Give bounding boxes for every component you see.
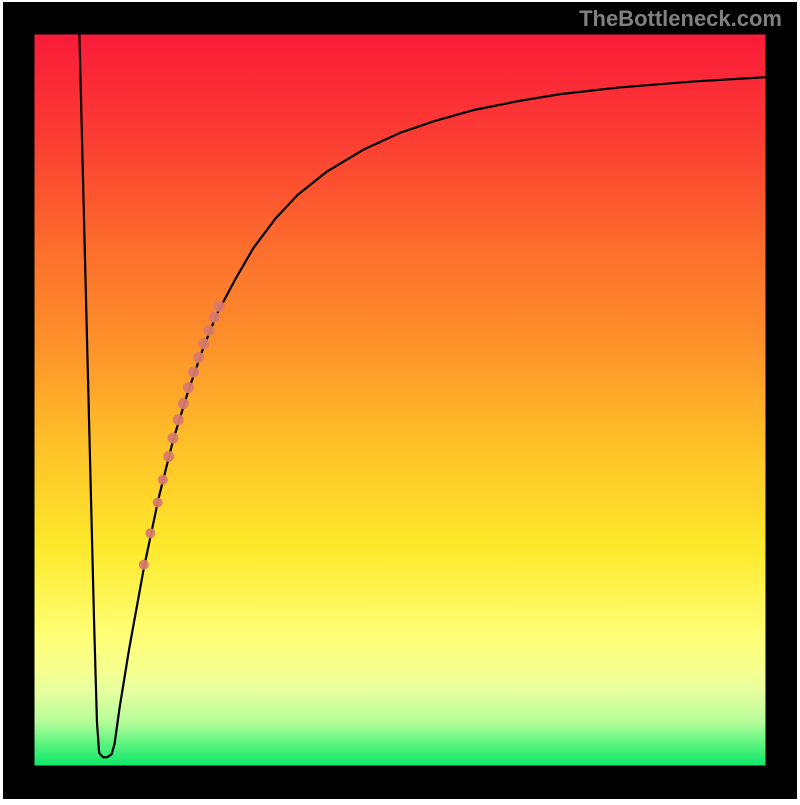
chart-container: TheBottleneck.com <box>0 0 800 800</box>
watermark-label: TheBottleneck.com <box>579 6 782 32</box>
bottleneck-chart <box>0 0 800 800</box>
